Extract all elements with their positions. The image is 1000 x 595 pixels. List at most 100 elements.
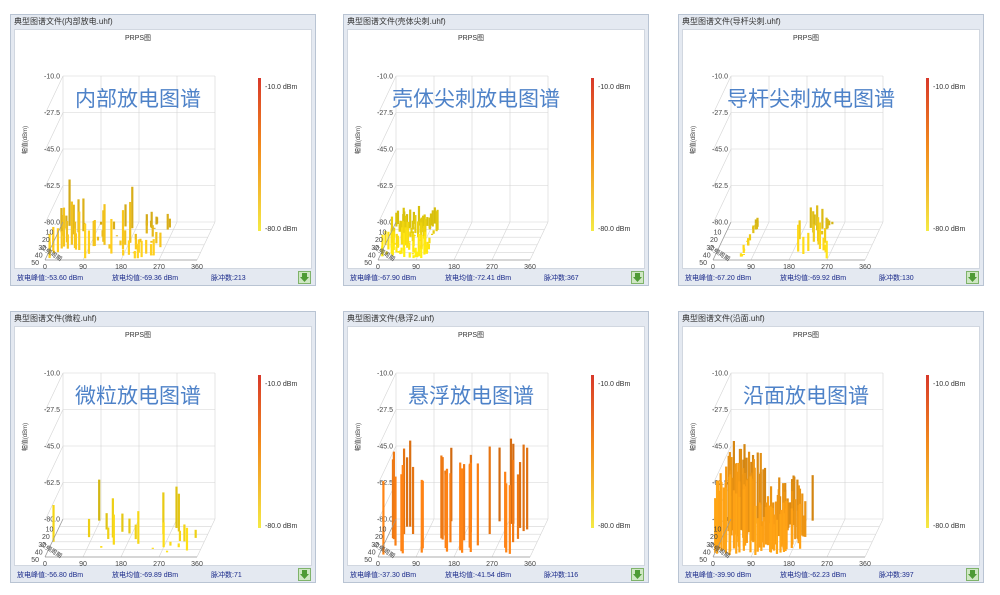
data-bar	[429, 213, 433, 226]
x-tick-label: 360	[859, 264, 871, 270]
data-bar	[408, 252, 411, 258]
data-bar	[794, 499, 797, 540]
colorbar-min-label: -80.0 dBm	[933, 226, 965, 233]
y-tick-label: -45.0	[377, 147, 393, 154]
prps-chart: PRPS图 -10.0 -27.5 -45.0 -62.5 -80.0 幅值(dBm) 0 90…	[689, 34, 965, 270]
x-tick-label: 90	[412, 264, 420, 270]
data-bar	[145, 220, 148, 234]
x-tick-label: 180	[115, 561, 127, 567]
data-bar	[115, 235, 119, 237]
y-tick-label: -80.0	[44, 517, 60, 524]
data-bar	[747, 238, 750, 246]
x-tick-label: 270	[821, 264, 833, 270]
download-icon[interactable]	[298, 568, 311, 581]
data-bar	[739, 253, 743, 257]
data-bar	[745, 480, 748, 543]
download-icon[interactable]	[966, 568, 979, 581]
data-bar	[412, 234, 415, 246]
data-bar	[411, 220, 414, 230]
data-bar	[127, 240, 131, 255]
data-bar	[155, 231, 158, 244]
prps-plot-area: PRPS图 -10.0 -27.5 -45.0 -62.5 -80.0 幅值(dBm) 0 90…	[347, 29, 645, 270]
z-tick-label: 10	[379, 527, 387, 534]
panel-file-title: 典型图谱文件(沿面.uhf)	[682, 314, 765, 323]
data-bar	[153, 227, 156, 229]
data-bar	[178, 530, 182, 542]
data-bar	[149, 244, 153, 256]
y-tick-label: -62.5	[377, 183, 393, 190]
x-tick-label: 360	[524, 264, 536, 270]
data-bar	[771, 508, 774, 550]
data-bar	[813, 214, 816, 226]
z-tick-label: 10	[46, 527, 54, 534]
download-icon[interactable]	[631, 568, 644, 581]
data-bar	[476, 463, 479, 546]
data-bar	[428, 217, 431, 229]
z-tick-label: 50	[699, 260, 707, 267]
data-bar	[747, 242, 750, 246]
y-axis-label: 幅值(dBm)	[354, 423, 362, 451]
mean-value: 放电均值:-62.23 dBm	[780, 572, 847, 579]
status-bar: 放电峰值:-53.60 dBm 放电均值:-69.36 dBm 脉冲数:213	[11, 269, 315, 285]
z-tick-label: 40	[368, 252, 376, 259]
data-bar	[68, 179, 71, 226]
download-icon[interactable]	[631, 271, 644, 284]
colorbar	[258, 78, 261, 231]
data-bar	[754, 505, 757, 555]
data-bar	[424, 219, 427, 237]
data-bar	[402, 207, 405, 227]
data-bar	[98, 479, 101, 521]
x-tick-label: 360	[859, 561, 871, 567]
data-bar	[122, 249, 125, 256]
y-axis-label: 幅值(dBm)	[689, 423, 697, 451]
y-tick-label: -10.0	[712, 371, 728, 378]
data-bar	[766, 496, 770, 546]
data-bar	[400, 474, 403, 552]
data-bar	[526, 447, 529, 530]
data-bar	[133, 250, 136, 259]
data-bar	[390, 216, 394, 236]
data-bar	[177, 493, 180, 532]
data-bar	[817, 217, 820, 242]
data-bar	[414, 247, 417, 258]
colorbar-max-label: -10.0 dBm	[598, 84, 630, 91]
download-icon[interactable]	[966, 271, 979, 284]
data-bar	[177, 543, 180, 548]
data-bar	[784, 525, 787, 552]
x-tick-label: 0	[711, 264, 715, 270]
x-tick-label: 0	[711, 561, 715, 567]
data-bar	[194, 529, 197, 538]
data-bar	[166, 213, 169, 230]
chart-panel-particle: 典型图谱文件(微粒.uhf) PRPS图 -10.0 -27.5 -45.0 -62.5…	[10, 311, 316, 583]
data-bar	[449, 473, 452, 543]
z-tick-label: 50	[364, 557, 372, 564]
panel-file-title: 典型图谱文件(悬浮2.uhf)	[347, 314, 435, 323]
data-bar	[775, 519, 779, 554]
data-bar	[409, 231, 412, 237]
z-tick-label: 40	[703, 549, 711, 556]
z-tick-label: 20	[710, 534, 718, 541]
bar-series	[739, 205, 834, 259]
colorbar-max-label: -10.0 dBm	[265, 381, 297, 388]
chart-panel-shell-spike: 典型图谱文件(壳体尖刺.uhf) PRPS图 -10.0 -27.5 -45.0 -62…	[343, 14, 649, 286]
colorbar-max-label: -10.0 dBm	[933, 84, 965, 91]
data-bar	[412, 241, 415, 252]
data-bar	[802, 515, 805, 537]
data-bar	[175, 486, 178, 528]
z-tick-label: 30	[38, 542, 46, 549]
download-icon[interactable]	[298, 271, 311, 284]
bar-series	[381, 205, 439, 259]
panel-file-title: 典型图谱文件(微粒.uhf)	[14, 314, 97, 323]
data-bar	[183, 524, 186, 542]
data-bar	[121, 513, 124, 532]
x-tick-label: 90	[412, 561, 420, 567]
data-bar	[82, 198, 85, 232]
axis-edges	[377, 221, 530, 261]
data-bar	[777, 489, 780, 537]
data-bar	[162, 492, 165, 535]
z-tick-label: 10	[714, 527, 722, 534]
data-bar	[185, 527, 189, 551]
data-bar	[169, 541, 172, 546]
pulse-count: 脉冲数:213	[211, 275, 246, 282]
y-tick-label: -80.0	[377, 220, 393, 227]
